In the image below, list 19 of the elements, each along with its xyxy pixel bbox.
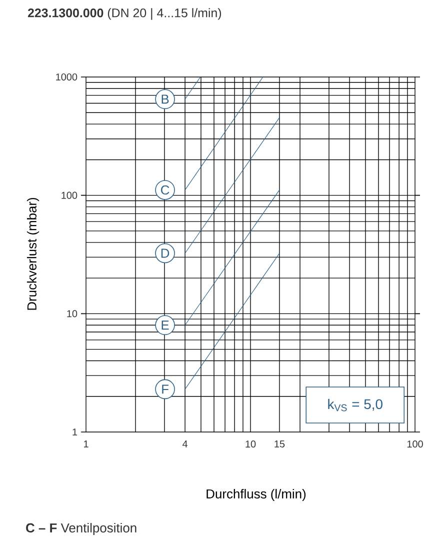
x-tick-label: 1 [84,440,88,448]
series-label: B [162,94,169,104]
series-label: C [161,185,170,195]
annotation: k$_{VS}$ = 5,0 [328,398,382,412]
x-tick-label: 15 [274,440,285,448]
y-tick-label: 1 [72,428,78,436]
series-label: D [161,248,170,258]
series-label: E [162,320,169,330]
y-axis-title: Druckverlust (mbar) [26,198,40,310]
chart-title: 223.1300.000 (DN 20 | 4...15 l/min) [28,8,222,20]
y-tick-label: 10 [67,310,78,318]
x-tick-label: 10 [246,440,256,448]
y-tick-label: 1000 [56,73,78,81]
text: C – F Ventilposition [26,522,136,536]
x-tick-label: 4 [182,440,188,448]
y-tick-label: 100 [62,192,78,199]
series-label: F [162,384,168,394]
x-axis-title: Durchfluss (l/min) [206,488,306,502]
x-tick-label: 100 [407,440,423,448]
